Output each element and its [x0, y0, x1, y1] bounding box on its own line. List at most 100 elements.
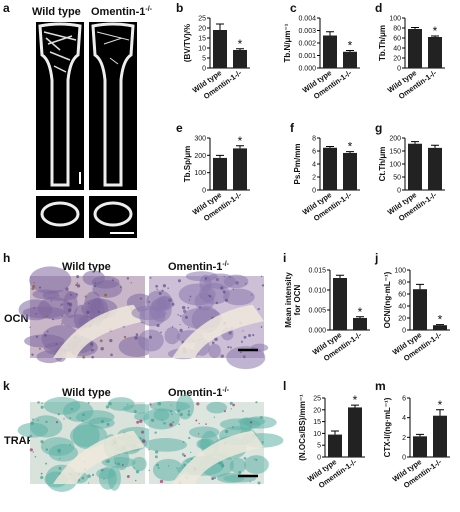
cell: [29, 448, 33, 452]
cell: [134, 336, 138, 340]
y-tick-label: 50: [393, 175, 401, 182]
cell: [91, 473, 95, 477]
cell: [220, 463, 225, 468]
cell: [149, 277, 152, 279]
y-tick-label: 5: [202, 56, 206, 63]
cell: [204, 277, 208, 280]
cell: [167, 465, 170, 467]
tissue: [164, 327, 180, 345]
tissue: [131, 456, 147, 472]
panel-letter: d: [375, 1, 382, 15]
error-bar: [326, 31, 334, 36]
error-bar: [346, 151, 354, 153]
y-tick-label: 20: [398, 316, 406, 323]
tissue: [223, 288, 255, 306]
cell: [90, 342, 94, 346]
cell: [69, 443, 72, 446]
y-tick-label: 80: [393, 26, 401, 33]
cell: [63, 418, 65, 420]
cell: [208, 295, 212, 298]
cell: [61, 323, 63, 325]
cell: [150, 418, 155, 422]
cell: [29, 434, 33, 438]
cell: [167, 287, 169, 289]
y-tick-label: 20: [313, 407, 321, 414]
bar: [323, 35, 337, 68]
error-bar: [236, 145, 244, 149]
cell: [253, 458, 255, 460]
y-tick-label: 15: [313, 419, 321, 426]
cell: [94, 282, 97, 284]
y-tick-label: 10: [313, 431, 321, 438]
cell: [215, 301, 219, 305]
cross-section: [93, 201, 133, 227]
cell: [38, 347, 41, 350]
cell: [142, 439, 144, 441]
cell: [227, 346, 230, 349]
cell: [103, 478, 105, 480]
cell: [179, 323, 181, 326]
trabecula: [96, 31, 130, 65]
cell: [156, 288, 158, 290]
cell: [249, 480, 251, 483]
image-bg: [36, 22, 84, 190]
cell: [133, 466, 135, 469]
cell: [178, 423, 180, 426]
bar: [408, 29, 422, 68]
cell: [50, 300, 53, 302]
cell: [82, 355, 86, 359]
cell: [255, 458, 258, 462]
cell: [154, 450, 159, 454]
bone-matrix: [172, 430, 264, 484]
significance-mark: *: [358, 305, 363, 319]
label-sup: -/-: [222, 261, 229, 268]
error-bar: [216, 23, 224, 30]
cell: [257, 307, 260, 311]
cell: [105, 461, 107, 463]
cell: [136, 420, 140, 424]
panel-letter: j: [374, 251, 378, 265]
cell: [243, 335, 247, 339]
cell: [162, 284, 167, 288]
cell: [249, 426, 251, 428]
cross-section: [40, 201, 80, 227]
panel-letter: c: [290, 1, 297, 15]
tissue: [188, 426, 220, 439]
cell: [213, 476, 217, 480]
cell: [141, 430, 145, 434]
cell: [188, 436, 191, 440]
cell: [223, 276, 225, 278]
y-tick-label: 200: [194, 153, 206, 160]
y-axis-label: OCN/(ng·mL⁻¹): [383, 271, 392, 328]
y-tick-label: 60: [398, 292, 406, 299]
cell: [135, 333, 139, 337]
cell: [198, 306, 201, 308]
cell: [198, 422, 200, 425]
cell: [139, 419, 143, 423]
cell: [250, 293, 253, 296]
cell: [100, 346, 104, 351]
cell: [94, 285, 97, 288]
error-bar: [436, 324, 444, 326]
y-tick-label: 0: [202, 188, 206, 195]
cell: [168, 298, 172, 302]
cell: [220, 286, 224, 290]
cell: [259, 416, 263, 419]
cell: [177, 279, 181, 283]
cell: [57, 295, 60, 297]
error-bar: [411, 141, 419, 144]
cell: [87, 482, 90, 484]
cell: [211, 477, 215, 481]
cell: [241, 410, 244, 413]
cell: [40, 440, 44, 444]
cell: [76, 275, 80, 279]
cell: [100, 419, 104, 423]
cell: [187, 326, 190, 329]
cell: [45, 462, 48, 465]
cell: [31, 353, 34, 356]
cell: [108, 402, 112, 406]
cell: [179, 412, 183, 417]
cell: [177, 409, 181, 413]
